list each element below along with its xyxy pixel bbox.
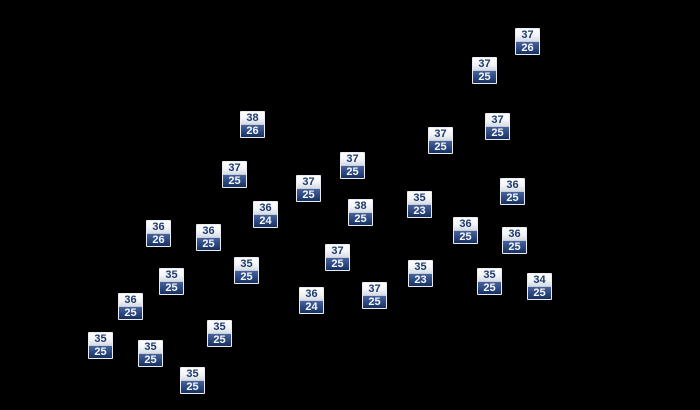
low-temp: 25 [349,212,372,225]
temp-marker[interactable]: 34 25 [527,273,552,300]
low-temp: 24 [300,300,323,313]
temp-marker[interactable]: 38 25 [348,199,373,226]
temp-marker[interactable]: 36 25 [196,224,221,251]
temp-marker[interactable]: 37 25 [296,175,321,202]
temp-marker[interactable]: 35 25 [207,320,232,347]
low-temp: 23 [408,204,431,217]
low-temp: 25 [326,257,349,270]
temp-marker[interactable]: 37 25 [428,127,453,154]
low-temp: 25 [503,240,526,253]
high-temp: 36 [300,288,323,300]
low-temp: 26 [241,124,264,137]
high-temp: 37 [363,283,386,295]
high-temp: 37 [223,162,246,174]
low-temp: 25 [235,270,258,283]
temp-marker[interactable]: 36 24 [253,201,278,228]
temp-marker[interactable]: 36 26 [146,220,171,247]
low-temp: 25 [139,353,162,366]
high-temp: 34 [528,274,551,286]
high-temp: 36 [501,179,524,191]
high-temp: 35 [160,269,183,281]
high-temp: 37 [473,58,496,70]
temp-marker[interactable]: 35 25 [138,340,163,367]
high-temp: 35 [208,321,231,333]
low-temp: 25 [341,165,364,178]
temp-marker[interactable]: 37 25 [340,152,365,179]
high-temp: 38 [241,112,264,124]
low-temp: 25 [160,281,183,294]
temp-marker[interactable]: 36 25 [502,227,527,254]
high-temp: 36 [147,221,170,233]
temp-marker[interactable]: 35 23 [408,260,433,287]
high-temp: 35 [139,341,162,353]
temp-marker[interactable]: 37 26 [515,28,540,55]
temp-marker[interactable]: 35 23 [407,191,432,218]
high-temp: 35 [408,192,431,204]
low-temp: 23 [409,273,432,286]
low-temp: 25 [478,281,501,294]
high-temp: 38 [349,200,372,212]
temp-marker[interactable]: 36 24 [299,287,324,314]
high-temp: 37 [297,176,320,188]
high-temp: 35 [181,368,204,380]
high-temp: 36 [454,218,477,230]
temp-marker[interactable]: 35 25 [180,367,205,394]
high-temp: 36 [119,294,142,306]
high-temp: 35 [235,258,258,270]
temp-marker[interactable]: 37 25 [222,161,247,188]
low-temp: 25 [89,345,112,358]
low-temp: 25 [197,237,220,250]
temp-marker[interactable]: 37 25 [472,57,497,84]
low-temp: 25 [486,126,509,139]
low-temp: 26 [147,233,170,246]
high-temp: 36 [503,228,526,240]
temp-marker[interactable]: 35 25 [88,332,113,359]
temp-marker[interactable]: 36 25 [118,293,143,320]
high-temp: 37 [486,114,509,126]
low-temp: 25 [181,380,204,393]
low-temp: 25 [297,188,320,201]
low-temp: 26 [516,41,539,54]
temp-marker[interactable]: 37 25 [325,244,350,271]
low-temp: 25 [208,333,231,346]
high-temp: 37 [516,29,539,41]
temp-marker[interactable]: 37 25 [362,282,387,309]
low-temp: 25 [363,295,386,308]
high-temp: 37 [429,128,452,140]
temp-marker[interactable]: 35 25 [159,268,184,295]
low-temp: 25 [429,140,452,153]
high-temp: 35 [89,333,112,345]
low-temp: 25 [119,306,142,319]
high-temp: 35 [409,261,432,273]
low-temp: 25 [473,70,496,83]
temp-marker[interactable]: 38 26 [240,111,265,138]
high-temp: 37 [341,153,364,165]
temp-marker[interactable]: 36 25 [453,217,478,244]
low-temp: 25 [501,191,524,204]
temp-marker[interactable]: 37 25 [485,113,510,140]
temp-marker[interactable]: 35 25 [234,257,259,284]
low-temp: 25 [528,286,551,299]
low-temp: 25 [454,230,477,243]
high-temp: 36 [254,202,277,214]
low-temp: 25 [223,174,246,187]
low-temp: 24 [254,214,277,227]
high-temp: 37 [326,245,349,257]
temp-marker[interactable]: 35 25 [477,268,502,295]
high-temp: 35 [478,269,501,281]
temp-marker[interactable]: 36 25 [500,178,525,205]
high-temp: 36 [197,225,220,237]
